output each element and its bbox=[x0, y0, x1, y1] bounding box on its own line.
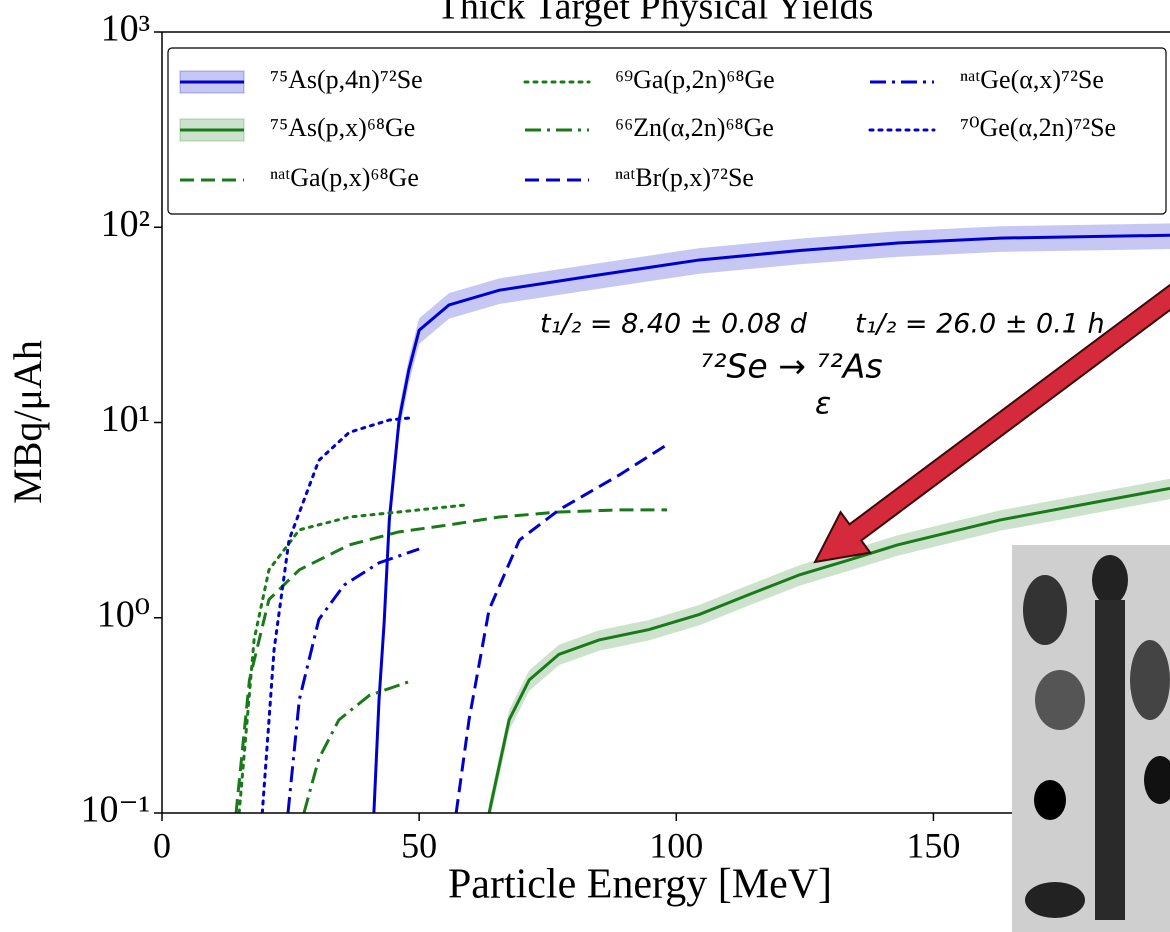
image-blob bbox=[1130, 640, 1170, 720]
image-blob bbox=[1025, 882, 1085, 918]
y-axis-label: MBq/μAh bbox=[5, 340, 50, 504]
image-blob bbox=[1034, 780, 1066, 820]
series-line bbox=[286, 547, 420, 813]
y-tick-label: 10⁰ bbox=[97, 593, 150, 635]
y-tick-label: 10³ bbox=[101, 8, 150, 50]
series-line bbox=[234, 508, 668, 813]
image-blob bbox=[1035, 670, 1085, 730]
image-blob bbox=[1095, 600, 1125, 920]
series-line bbox=[260, 416, 416, 813]
image-blob bbox=[1144, 756, 1170, 804]
legend-label: ⁷⁵As(p,4n)⁷²Se bbox=[270, 65, 423, 94]
series-line bbox=[487, 486, 1170, 813]
annotation: t₁/₂ = 8.40 ± 0.08 d bbox=[540, 309, 808, 340]
series-line bbox=[302, 680, 410, 813]
x-tick-label: 100 bbox=[649, 825, 703, 865]
x-axis-label: Particle Energy [MeV] bbox=[448, 862, 832, 908]
legend-label: ⁷⁰Ge(α,2n)⁷²Se bbox=[960, 113, 1116, 142]
x-tick-label: 0 bbox=[153, 825, 171, 865]
y-tick-label: 10⁻¹ bbox=[81, 789, 150, 831]
chart-title: Thick Target Physical Yields bbox=[437, 0, 874, 28]
y-tick-label: 10² bbox=[101, 203, 150, 245]
x-tick-label: 50 bbox=[401, 825, 437, 865]
annotation: ⁷²Se → ⁷²As bbox=[700, 347, 883, 386]
bone-scan-image bbox=[1012, 545, 1170, 932]
legend-label: ⁿᵃᵗGe(α,x)⁷²Se bbox=[960, 65, 1104, 94]
series-line bbox=[237, 503, 467, 813]
legend-entries: ⁷⁵As(p,4n)⁷²Se ⁷⁵As(p,x)⁶⁸Ge ⁿᵃᵗGa(p,x)⁶⁸G… bbox=[179, 65, 1116, 192]
y-tick-label: 10¹ bbox=[101, 398, 150, 440]
legend-label: ⁿᵃᵗBr(p,x)⁷²Se bbox=[615, 163, 754, 192]
annotation: t₁/₂ = 26.0 ± 0.1 h bbox=[855, 309, 1105, 340]
legend-label: ⁶⁹Ga(p,2n)⁶⁸Ge bbox=[615, 65, 775, 94]
legend-label: ⁶⁶Zn(α,2n)⁶⁸Ge bbox=[615, 113, 774, 142]
series-line bbox=[372, 233, 1170, 813]
series-line bbox=[454, 443, 668, 813]
arrow bbox=[813, 283, 1170, 564]
x-tick-label: 150 bbox=[906, 825, 960, 865]
image-blob bbox=[1023, 575, 1067, 645]
plot-area bbox=[234, 223, 1170, 813]
image-blob bbox=[1092, 555, 1128, 605]
annotation: ε bbox=[815, 387, 831, 422]
legend bbox=[167, 47, 1167, 215]
legend-label: ⁷⁵As(p,x)⁶⁸Ge bbox=[270, 113, 415, 142]
legend-label: ⁿᵃᵗGa(p,x)⁶⁸Ge bbox=[270, 163, 419, 192]
